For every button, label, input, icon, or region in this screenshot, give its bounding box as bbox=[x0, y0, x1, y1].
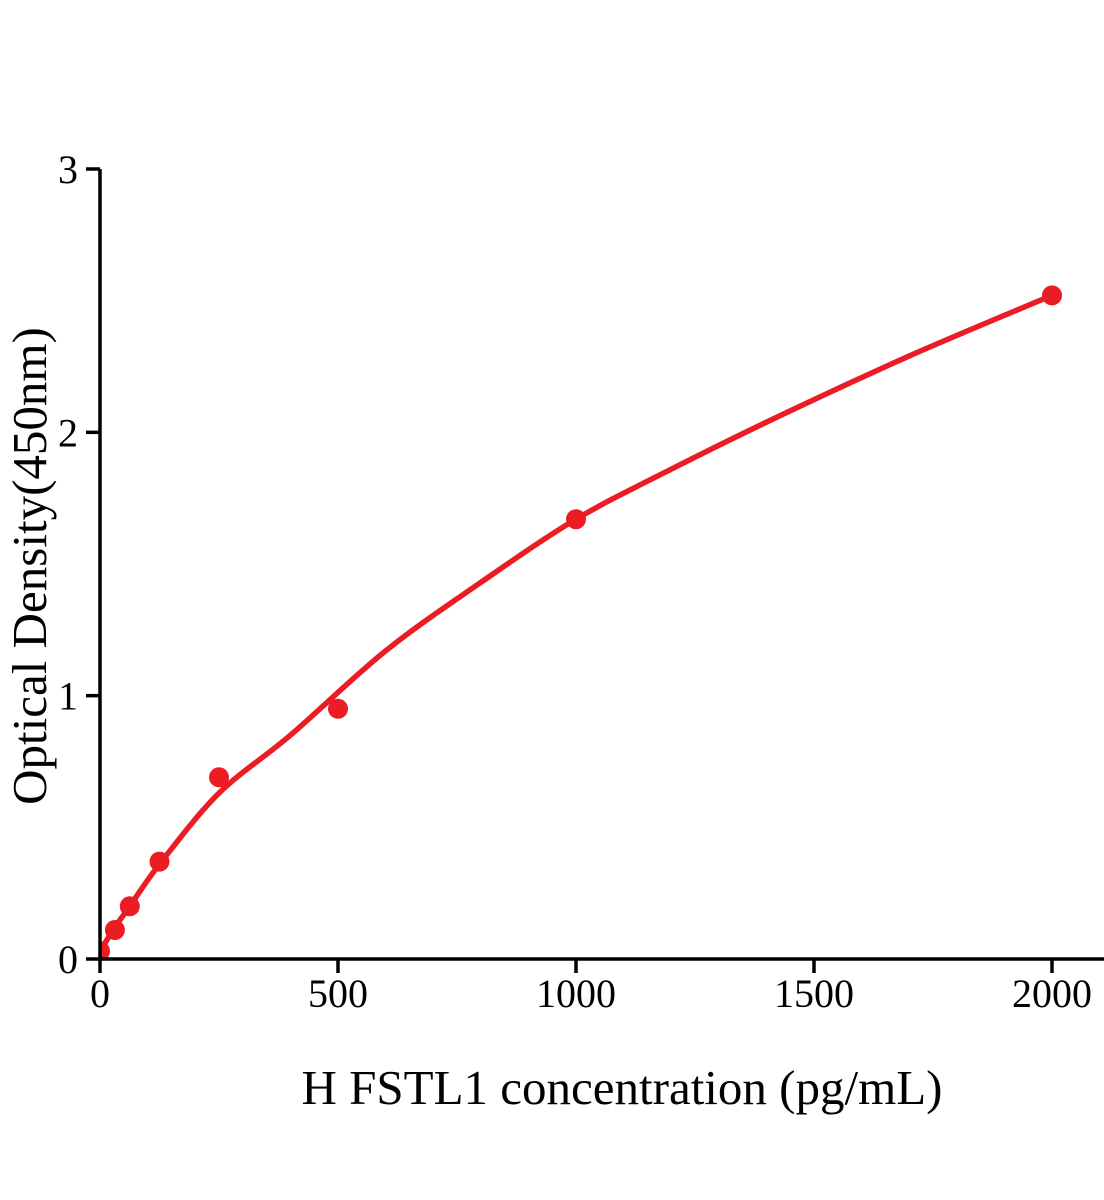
y-tick-label: 2 bbox=[58, 410, 78, 455]
y-tick-label: 0 bbox=[58, 937, 78, 982]
x-tick-label: 1500 bbox=[774, 971, 854, 1016]
fit-curve-line bbox=[100, 292, 1055, 954]
y-tick-label: 3 bbox=[58, 147, 78, 192]
data-point bbox=[100, 941, 110, 959]
data-point bbox=[209, 767, 229, 788]
data-point bbox=[104, 920, 125, 940]
data-point bbox=[328, 698, 348, 719]
x-tick-label: 1000 bbox=[536, 971, 616, 1016]
x-tick-label: 2000 bbox=[1012, 971, 1092, 1016]
data-point bbox=[566, 509, 586, 530]
x-axis-title: H FSTL1 concentration (pg/mL) bbox=[302, 1060, 943, 1115]
data-point bbox=[149, 851, 170, 872]
x-tick-label: 500 bbox=[308, 971, 368, 1016]
data-point bbox=[119, 896, 140, 917]
series-layer bbox=[100, 285, 1062, 959]
y-axis-title: Optical Density(450nm) bbox=[2, 327, 57, 805]
y-tick-label: 1 bbox=[58, 674, 78, 719]
data-point bbox=[1042, 285, 1062, 306]
x-tick-label: 0 bbox=[90, 971, 110, 1016]
axes-layer: 0 1 2 3 0 500 1000 1500 2000 bbox=[58, 147, 1104, 1016]
